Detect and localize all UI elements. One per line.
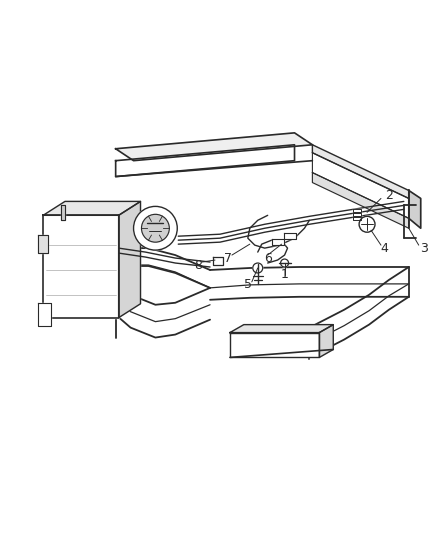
Polygon shape <box>43 215 119 318</box>
Polygon shape <box>38 303 51 326</box>
Polygon shape <box>312 153 409 219</box>
Polygon shape <box>116 133 312 160</box>
Polygon shape <box>312 173 409 228</box>
Polygon shape <box>319 325 333 358</box>
Text: 8: 8 <box>194 259 202 271</box>
Polygon shape <box>353 209 361 212</box>
Circle shape <box>281 259 289 267</box>
Text: 6: 6 <box>264 252 272 264</box>
Polygon shape <box>43 201 141 215</box>
Polygon shape <box>230 333 319 358</box>
Circle shape <box>134 206 177 250</box>
Text: 3: 3 <box>420 241 427 255</box>
Polygon shape <box>409 190 421 228</box>
Polygon shape <box>283 233 296 239</box>
Circle shape <box>141 214 170 242</box>
Polygon shape <box>230 325 333 333</box>
Polygon shape <box>38 235 48 253</box>
Text: 5: 5 <box>244 278 252 292</box>
Polygon shape <box>116 145 294 176</box>
Polygon shape <box>353 213 361 216</box>
Polygon shape <box>272 239 283 245</box>
Polygon shape <box>353 217 361 220</box>
Text: 7: 7 <box>224 252 232 264</box>
Text: 1: 1 <box>281 269 289 281</box>
Circle shape <box>253 263 263 273</box>
Circle shape <box>359 216 375 232</box>
Polygon shape <box>213 257 223 265</box>
Polygon shape <box>312 145 409 198</box>
Polygon shape <box>61 205 65 220</box>
Text: 2: 2 <box>385 189 393 202</box>
Text: 4: 4 <box>380 241 388 255</box>
Polygon shape <box>119 201 141 318</box>
